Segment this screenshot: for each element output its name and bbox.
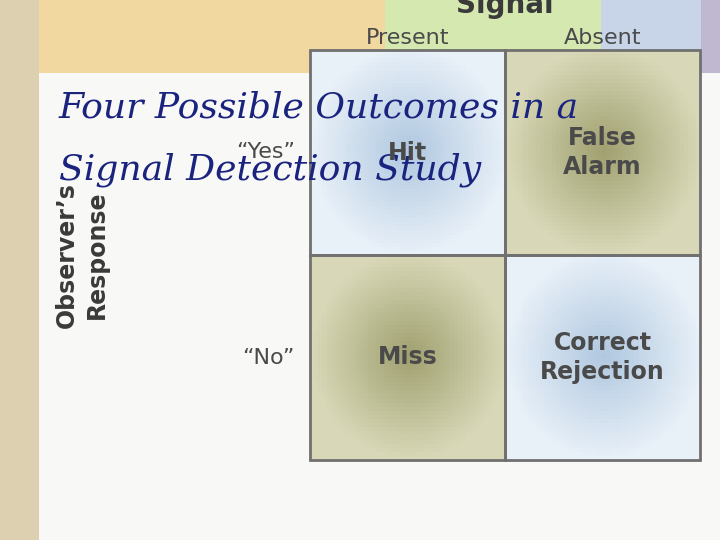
Bar [384, 0, 600, 73]
Bar [0, 0, 39, 540]
Text: Response: Response [85, 191, 109, 319]
Bar [505, 255, 700, 460]
Bar [39, 0, 384, 73]
Text: Hit: Hit [388, 140, 427, 165]
Bar [310, 255, 505, 460]
Text: Present: Present [366, 28, 449, 48]
Bar [600, 0, 701, 73]
Text: Four Possible Outcomes in a: Four Possible Outcomes in a [59, 91, 579, 125]
Text: “No”: “No” [243, 348, 295, 368]
Text: Miss: Miss [377, 346, 437, 369]
Text: Signal: Signal [456, 0, 554, 19]
Text: “Yes”: “Yes” [236, 143, 295, 163]
Text: Correct
Rejection: Correct Rejection [540, 330, 665, 384]
Bar [310, 50, 505, 255]
Bar [39, 73, 720, 540]
Bar [701, 0, 720, 73]
Text: Absent: Absent [564, 28, 642, 48]
Bar [505, 50, 700, 255]
Text: Signal Detection Study: Signal Detection Study [59, 153, 481, 187]
Text: False
Alarm: False Alarm [563, 126, 642, 179]
Text: Observer’s: Observer’s [55, 182, 79, 328]
